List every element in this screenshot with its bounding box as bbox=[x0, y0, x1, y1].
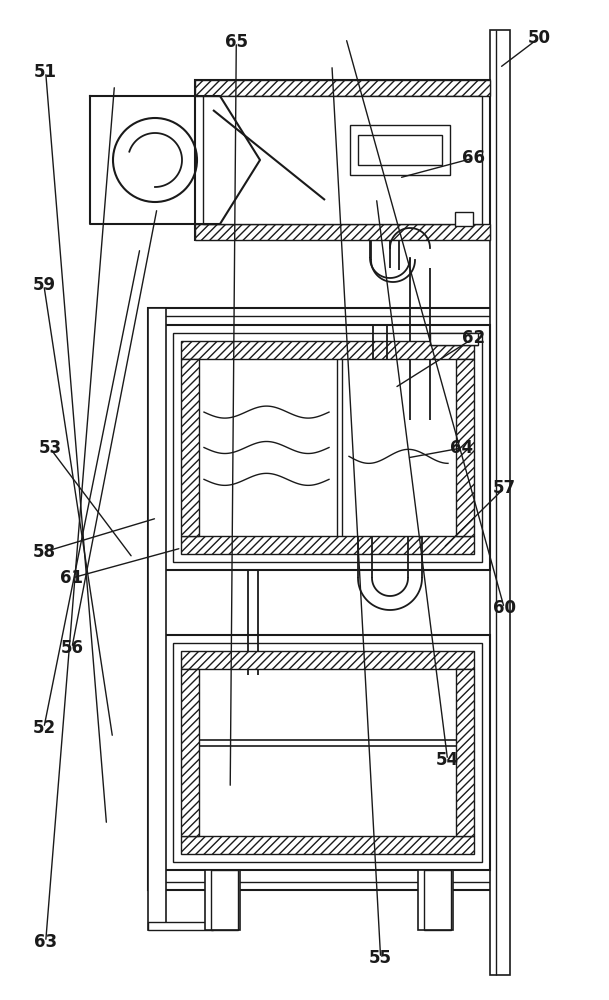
Text: 65: 65 bbox=[225, 33, 248, 51]
Text: 64: 64 bbox=[450, 439, 473, 457]
Bar bbox=[456, 669, 474, 836]
Bar bbox=[205, 870, 240, 930]
Text: 55: 55 bbox=[369, 949, 392, 967]
Bar bbox=[148, 308, 505, 890]
Text: 56: 56 bbox=[60, 639, 83, 657]
Text: 58: 58 bbox=[32, 543, 55, 561]
Bar bbox=[173, 643, 482, 862]
Text: 61: 61 bbox=[60, 569, 83, 587]
Bar bbox=[455, 212, 473, 226]
Bar bbox=[195, 224, 490, 240]
Bar bbox=[181, 341, 474, 359]
Bar bbox=[181, 836, 474, 854]
Bar bbox=[424, 870, 451, 930]
Bar bbox=[173, 333, 482, 562]
Bar bbox=[195, 80, 490, 96]
Bar bbox=[418, 870, 453, 930]
Text: 63: 63 bbox=[34, 933, 57, 951]
Bar bbox=[211, 870, 238, 930]
Bar bbox=[181, 651, 474, 669]
Bar bbox=[490, 30, 510, 975]
Text: 54: 54 bbox=[436, 751, 459, 769]
Text: 53: 53 bbox=[38, 439, 62, 457]
Bar bbox=[456, 359, 474, 536]
Bar bbox=[148, 308, 166, 930]
Bar bbox=[148, 922, 213, 930]
Bar bbox=[181, 536, 474, 554]
Bar bbox=[165, 325, 490, 570]
Bar bbox=[350, 125, 450, 175]
Bar bbox=[195, 80, 490, 240]
Text: 59: 59 bbox=[32, 276, 55, 294]
Text: 66: 66 bbox=[462, 149, 485, 167]
Bar bbox=[430, 333, 478, 345]
Text: 60: 60 bbox=[493, 599, 516, 617]
Text: 62: 62 bbox=[462, 329, 485, 347]
Bar bbox=[181, 359, 199, 536]
Text: 50: 50 bbox=[527, 29, 551, 47]
Bar bbox=[156, 316, 497, 882]
Text: 51: 51 bbox=[34, 63, 57, 81]
Bar bbox=[358, 135, 442, 165]
Bar bbox=[203, 96, 482, 224]
Bar bbox=[181, 669, 199, 836]
Text: 52: 52 bbox=[32, 719, 55, 737]
Text: 57: 57 bbox=[493, 479, 516, 497]
Bar bbox=[165, 635, 490, 870]
